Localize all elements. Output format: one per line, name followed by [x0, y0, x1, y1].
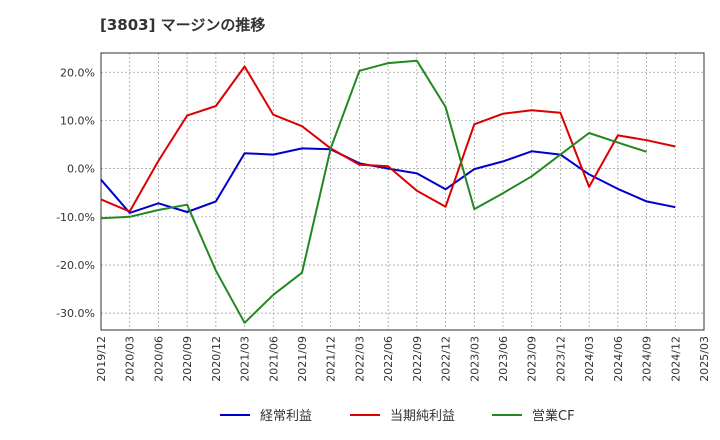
- x-tick-label: 2022/03: [353, 336, 366, 382]
- y-axis: 20.0% 10.0% 0.0% -10.0% -20.0% -30.0%: [56, 66, 95, 320]
- x-tick-label: 2023/06: [497, 336, 510, 382]
- x-tick-label: 2020/12: [210, 336, 223, 382]
- y-tick-label: -30.0%: [56, 307, 95, 320]
- x-tick-label: 2024/06: [612, 336, 625, 382]
- y-tick-label: 20.0%: [60, 66, 95, 79]
- y-tick-label: -10.0%: [56, 211, 95, 224]
- x-tick-label: 2024/09: [641, 336, 654, 382]
- x-tick-label: 2020/06: [152, 336, 165, 382]
- x-tick-label: 2020/03: [124, 336, 137, 382]
- series-line: [100, 147, 676, 214]
- x-tick-label: 2021/03: [239, 336, 252, 382]
- y-tick-label: 10.0%: [60, 114, 95, 127]
- legend: 経常利益 当期純利益 営業CF: [220, 408, 575, 424]
- x-tick-label: 2023/03: [468, 336, 481, 382]
- y-tick-label: 0.0%: [67, 163, 95, 176]
- x-tick-label: 2025/03: [698, 336, 711, 382]
- x-tick-label: 2022/12: [440, 336, 453, 382]
- series-line: [100, 65, 676, 213]
- x-tick-label: 2019/12: [95, 336, 108, 382]
- x-tick-label: 2023/09: [526, 336, 539, 382]
- legend-label: 経常利益: [260, 409, 312, 424]
- x-tick-label: 2024/03: [583, 336, 596, 382]
- plot-frame: [100, 52, 705, 331]
- series-line: [100, 59, 647, 324]
- x-tick-label: 2021/09: [296, 336, 309, 382]
- x-tick-label: 2023/12: [554, 336, 567, 382]
- x-tick-label: 2024/12: [669, 336, 682, 382]
- x-tick-label: 2020/09: [181, 336, 194, 382]
- y-tick-label: -20.0%: [56, 259, 95, 272]
- grid-lines: [100, 53, 705, 330]
- x-axis: 2019/12 2020/03 2020/06 2020/09 2020/12 2021/…: [95, 336, 711, 382]
- legend-label: 当期純利益: [390, 409, 455, 424]
- x-tick-label: 2022/09: [411, 336, 424, 382]
- x-tick-label: 2021/12: [325, 336, 338, 382]
- series-lines: [100, 59, 676, 324]
- x-tick-label: 2022/06: [382, 336, 395, 382]
- chart-title: [3803] マージンの推移: [100, 16, 266, 34]
- legend-label: 営業CF: [532, 408, 575, 424]
- x-tick-label: 2021/06: [267, 336, 280, 382]
